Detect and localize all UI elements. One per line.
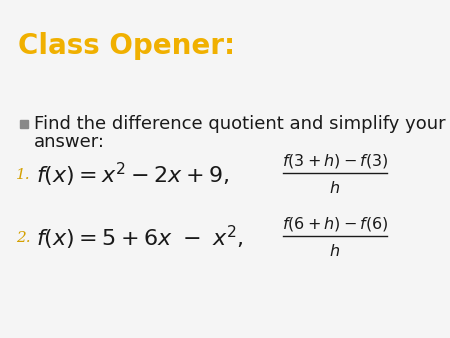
Bar <box>20 120 28 127</box>
Text: answer:: answer: <box>34 132 105 150</box>
Text: 1.: 1. <box>16 168 31 182</box>
Text: Class Opener:: Class Opener: <box>18 32 235 60</box>
Text: $f(6+h)-f(6)$: $f(6+h)-f(6)$ <box>282 215 388 233</box>
Text: $f(3+h)-f(3)$: $f(3+h)-f(3)$ <box>282 152 388 170</box>
Text: $h$: $h$ <box>329 180 341 197</box>
Text: Find the difference quotient and simplify your: Find the difference quotient and simplif… <box>34 115 446 132</box>
Text: $h$: $h$ <box>329 243 341 260</box>
Text: $f(x) = x^2 - 2x + 9,$: $f(x) = x^2 - 2x + 9,$ <box>36 161 230 189</box>
Text: $f(x) = 5 + 6x\ -\ x^2,$: $f(x) = 5 + 6x\ -\ x^2,$ <box>36 224 244 252</box>
Text: 2.: 2. <box>16 231 31 245</box>
